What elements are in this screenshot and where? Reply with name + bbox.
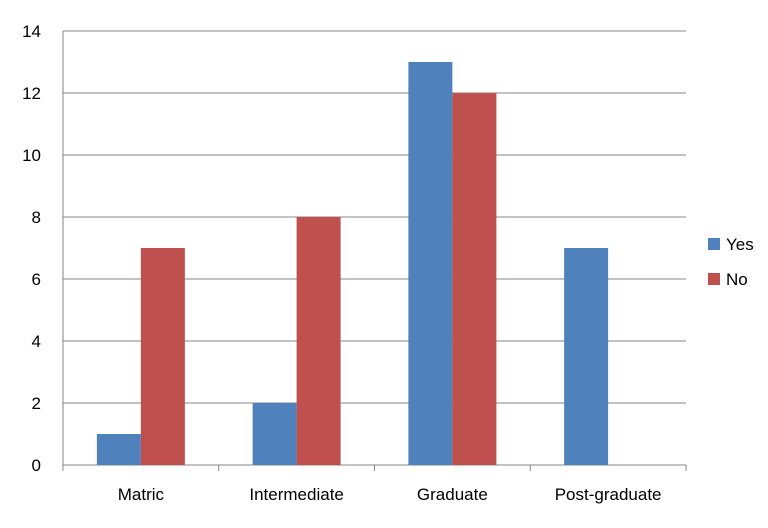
legend-label-no: No bbox=[726, 270, 748, 289]
bar-yes-matric bbox=[96, 434, 141, 465]
bar-no-graduate bbox=[452, 93, 497, 465]
y-tick-label: 10 bbox=[22, 146, 41, 165]
y-tick-label: 0 bbox=[32, 456, 41, 475]
x-tick-label: Graduate bbox=[417, 485, 488, 504]
bars bbox=[96, 62, 609, 465]
x-tick-label: Intermediate bbox=[249, 485, 344, 504]
bar-yes-post-graduate bbox=[564, 248, 609, 465]
y-tick-label: 14 bbox=[22, 22, 41, 41]
bar-yes-intermediate bbox=[252, 403, 297, 465]
legend-label-yes: Yes bbox=[726, 235, 754, 254]
x-tick-label: Post-graduate bbox=[555, 485, 662, 504]
y-tick-label: 8 bbox=[32, 208, 41, 227]
bar-yes-graduate bbox=[408, 62, 453, 465]
bar-no-intermediate bbox=[296, 217, 341, 465]
y-tick-label: 4 bbox=[32, 332, 41, 351]
bar-no-matric bbox=[140, 248, 185, 465]
legend-swatch-no bbox=[708, 273, 720, 285]
x-tick-label: Matric bbox=[118, 485, 165, 504]
legend-swatch-yes bbox=[708, 238, 720, 250]
y-tick-label: 2 bbox=[32, 394, 41, 413]
y-tick-label: 12 bbox=[22, 84, 41, 103]
y-tick-label: 6 bbox=[32, 270, 41, 289]
axis-labels: 0 2 4 6 8 10 12 14 Matric Intermediate Graduate Pos… bbox=[22, 22, 661, 504]
legend: Yes No bbox=[708, 235, 754, 289]
